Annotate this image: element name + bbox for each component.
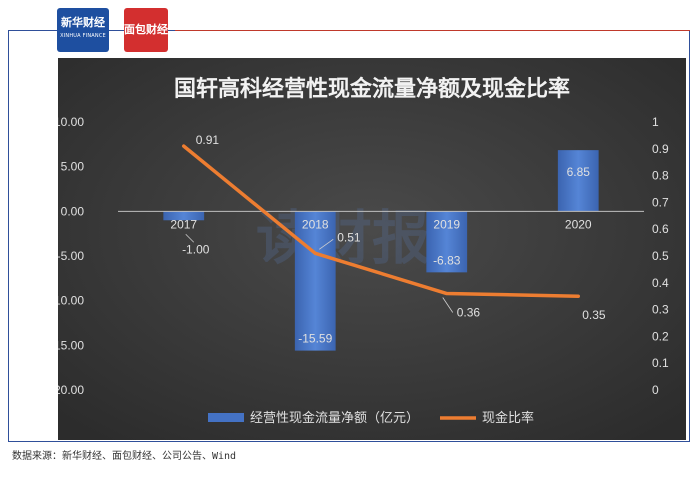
right-tick-label: 0.5 bbox=[652, 249, 669, 263]
left-axis: 10.00 5.00 0.00 -5.00 -10.00 -15.00 -20.00 bbox=[50, 115, 85, 397]
source-note: 数据来源：新华财经、面包财经、公司公告、Wind bbox=[12, 451, 237, 462]
line-data-label: 0.91 bbox=[196, 133, 220, 147]
left-tick-label: -5.00 bbox=[58, 249, 84, 263]
line-data-label: 0.35 bbox=[582, 308, 606, 322]
chart-background bbox=[58, 58, 686, 440]
cash-ratio-line bbox=[182, 144, 580, 298]
legend-bar-swatch bbox=[208, 413, 244, 422]
category-label: 2019 bbox=[433, 217, 460, 231]
bar-2018 bbox=[294, 211, 336, 351]
category-label: 2020 bbox=[565, 217, 592, 231]
bar-series bbox=[163, 150, 599, 351]
label-leader-line bbox=[442, 297, 454, 313]
category-label: 2017 bbox=[170, 217, 197, 231]
left-tick-label: -15.00 bbox=[58, 338, 84, 352]
right-tick-label: 0.2 bbox=[652, 329, 669, 343]
bar-2019 bbox=[426, 211, 468, 273]
bar-data-label: -15.59 bbox=[298, 332, 332, 346]
line-series bbox=[182, 144, 580, 298]
xinhua-finance-logo: 新华财经 XINHUA FINANCE bbox=[57, 8, 109, 52]
bar-data-label: -6.83 bbox=[433, 253, 461, 267]
line-data-label: 0.36 bbox=[457, 306, 481, 320]
right-tick-label: 0.7 bbox=[652, 195, 669, 209]
chart-title: 国轩高科经营性现金流量净额及现金比率 bbox=[174, 76, 570, 101]
right-tick-label: 0.9 bbox=[652, 142, 669, 156]
legend-bar-label: 经营性现金流量净额（亿元） bbox=[250, 410, 419, 425]
right-tick-label: 0.1 bbox=[652, 356, 669, 370]
category-labels: 2017 2018 2019 2020 bbox=[170, 217, 592, 231]
bar-data-label: -1.00 bbox=[182, 242, 210, 256]
label-leader-line bbox=[319, 238, 334, 250]
mianbao-finance-logo: 面包财经 bbox=[124, 8, 168, 52]
category-label: 2018 bbox=[302, 217, 329, 231]
right-tick-label: 0.8 bbox=[652, 169, 669, 183]
right-tick-label: 0 bbox=[652, 383, 659, 397]
label-leader-line bbox=[185, 233, 195, 243]
legend: 经营性现金流量净额（亿元） 现金比率 bbox=[208, 410, 534, 425]
chart-svg: 读财报 国轩高科经营性现金流量净额及现金比率 10.005.000.00-5.0… bbox=[50, 58, 686, 440]
right-tick-label: 0.4 bbox=[652, 276, 669, 290]
right-tick-label: 1 bbox=[652, 115, 659, 129]
chart-panel: 读财报 国轩高科经营性现金流量净额及现金比率 10.005.000.00-5.0… bbox=[50, 58, 686, 440]
left-tick-label: -10.00 bbox=[58, 294, 84, 308]
right-tick-label: 0.3 bbox=[652, 303, 669, 317]
bar-2017 bbox=[163, 211, 205, 221]
bar-2020 bbox=[557, 150, 599, 212]
left-tick-label: 5.00 bbox=[61, 160, 85, 174]
right-tick-label: 0.6 bbox=[652, 222, 669, 236]
right-axis: 1 0.9 0.8 0.7 0.6 0.5 0.4 0.3 0.2 0.1 0 bbox=[652, 115, 669, 397]
bar-data-label: 6.85 bbox=[567, 165, 591, 179]
left-tick-label: -20.00 bbox=[58, 383, 84, 397]
frame-accent-line bbox=[175, 30, 690, 31]
left-tick-label: 0.00 bbox=[61, 204, 85, 218]
bar-data-labels: -1.00 -15.59 -6.83 6.85 bbox=[182, 165, 590, 345]
legend-line-label: 现金比率 bbox=[482, 410, 534, 425]
line-data-labels: 0.91 0.51 0.36 0.35 bbox=[196, 133, 606, 322]
line-data-label: 0.51 bbox=[337, 230, 361, 244]
left-tick-label: 10.00 bbox=[58, 115, 84, 129]
